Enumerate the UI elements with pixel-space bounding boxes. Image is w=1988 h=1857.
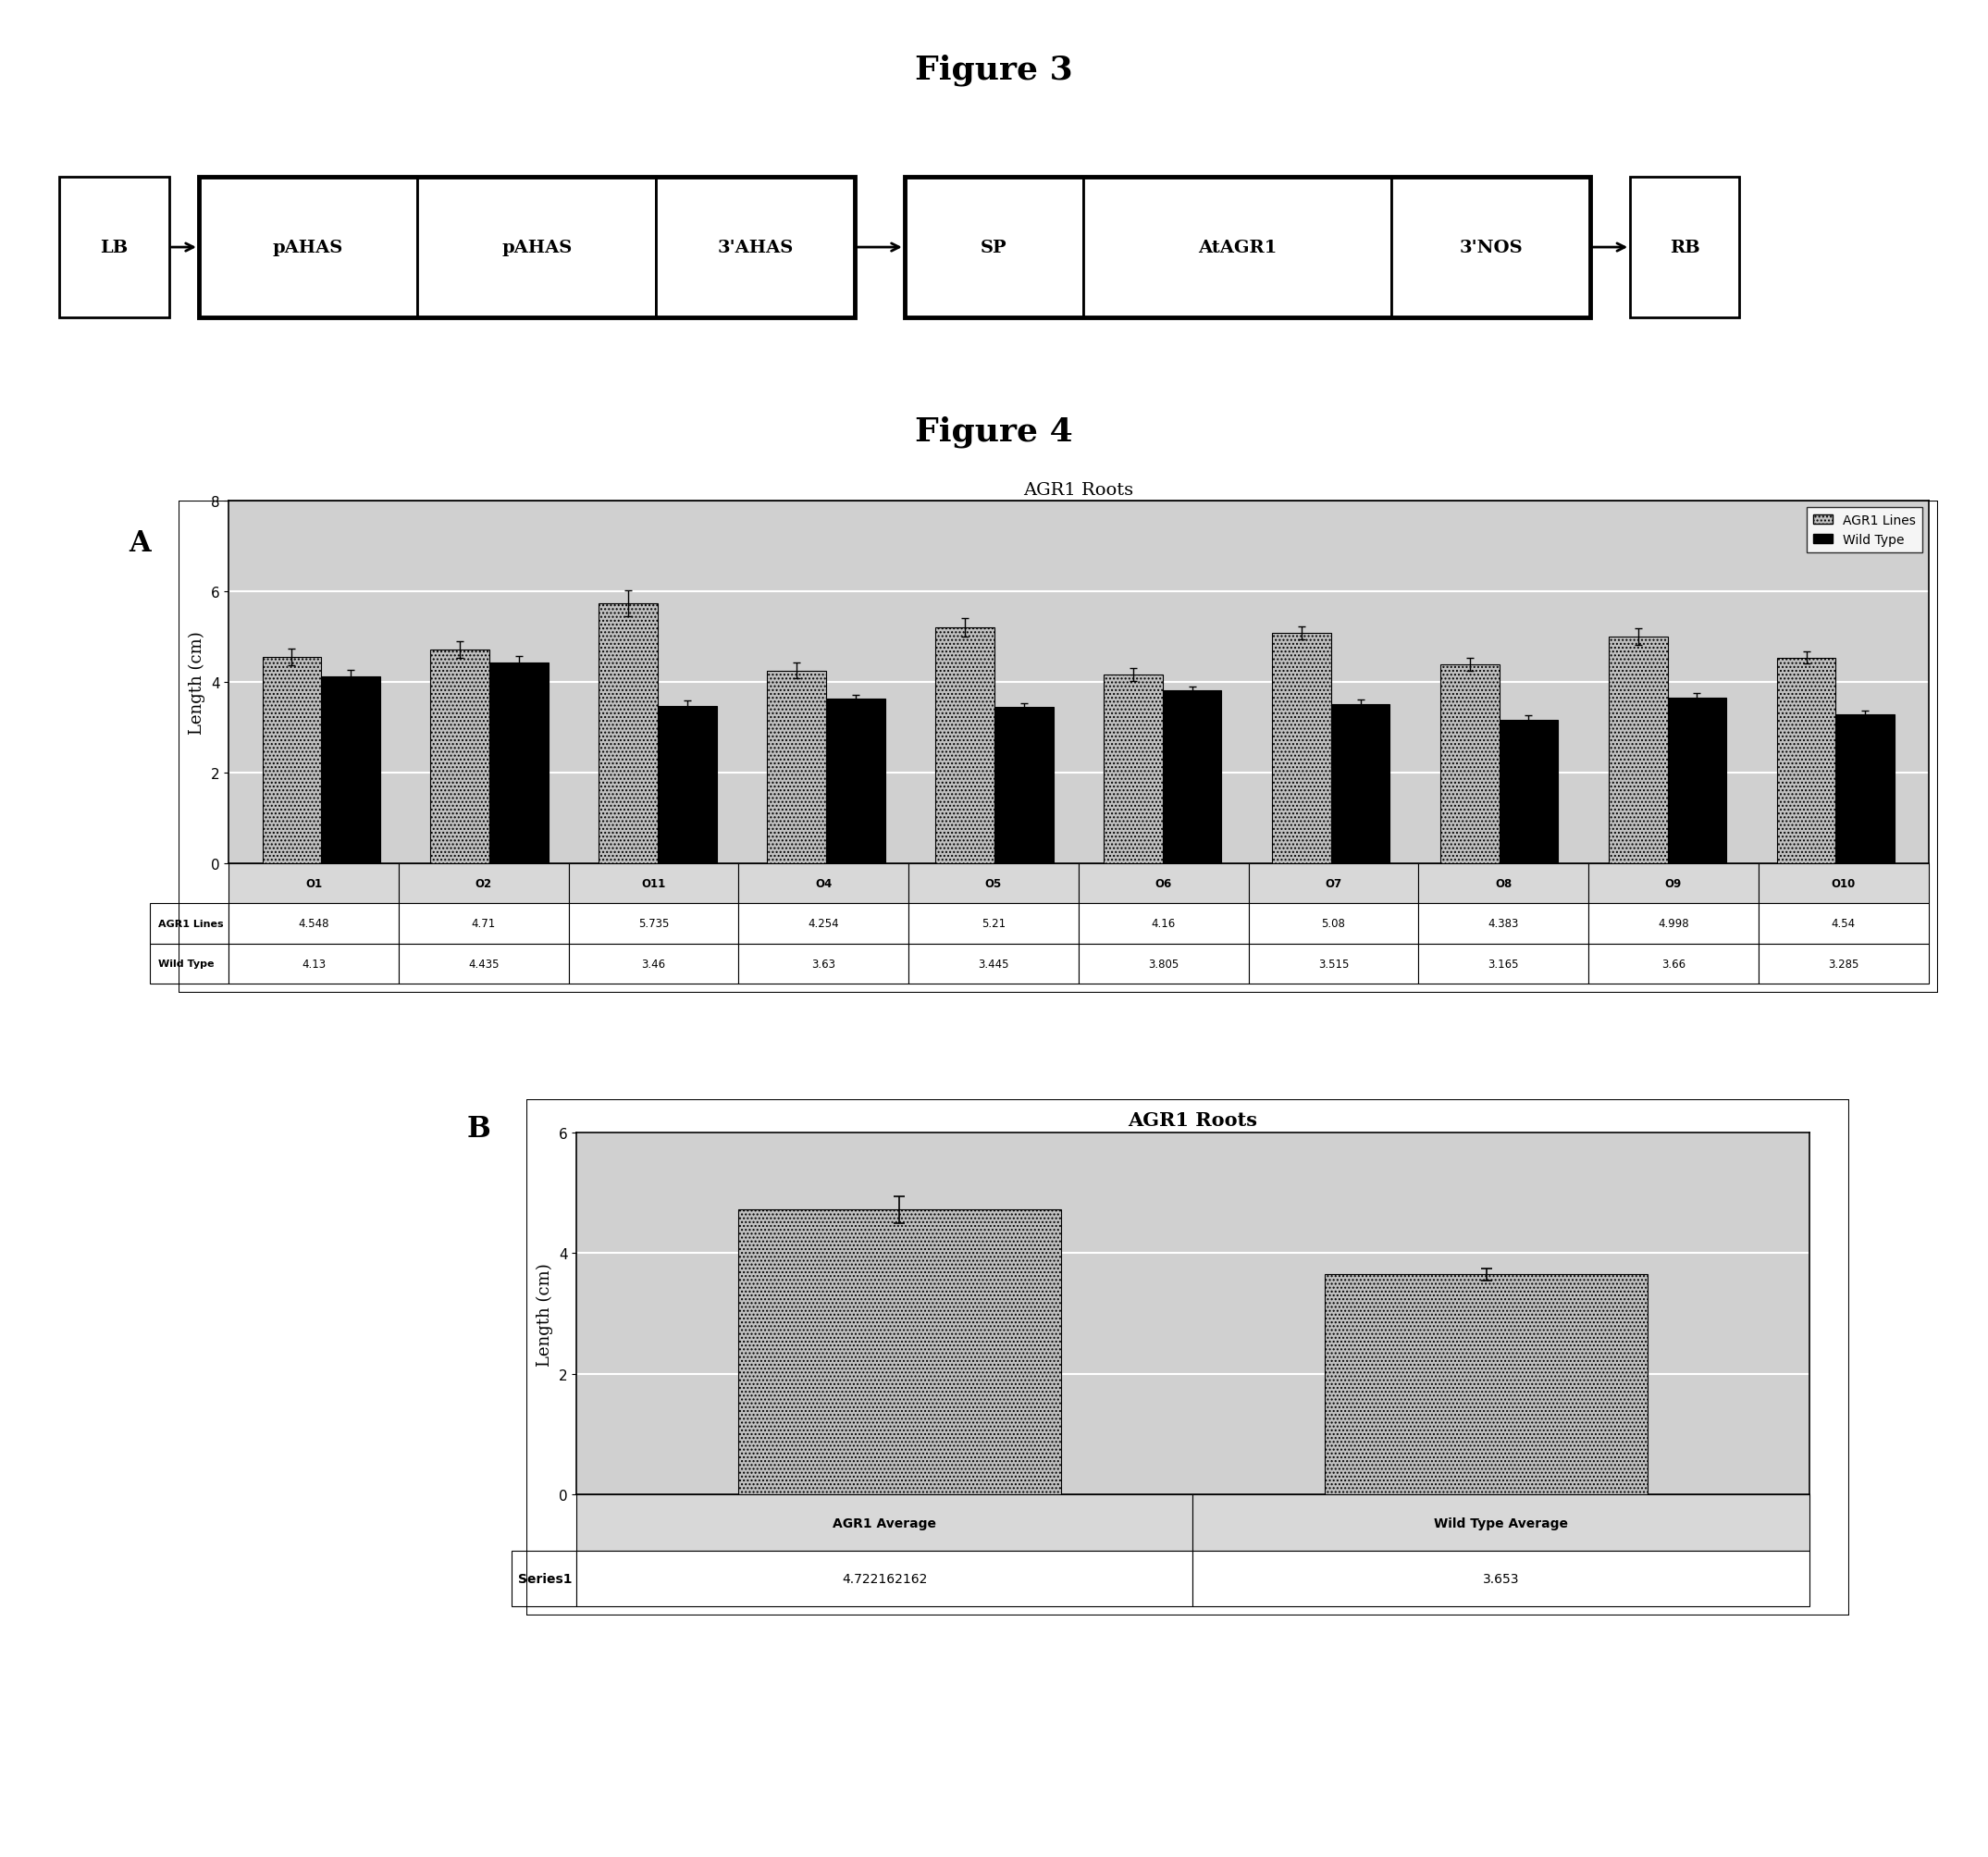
- Text: 3'AHAS: 3'AHAS: [718, 240, 793, 256]
- Bar: [994, 708, 1054, 864]
- Bar: [767, 670, 827, 864]
- Bar: [1835, 715, 1895, 864]
- Bar: [1630, 176, 1740, 318]
- Title: AGR1 Roots: AGR1 Roots: [1024, 483, 1133, 500]
- Bar: [1330, 704, 1390, 864]
- Bar: [738, 1211, 1062, 1495]
- Text: LB: LB: [99, 240, 129, 256]
- Text: Figure 3: Figure 3: [914, 54, 1074, 85]
- Bar: [1163, 691, 1221, 864]
- Y-axis label: Length (cm): Length (cm): [537, 1263, 553, 1365]
- Text: RB: RB: [1670, 240, 1700, 256]
- Bar: [905, 176, 1083, 318]
- Bar: [658, 708, 716, 864]
- Bar: [489, 663, 549, 864]
- Text: A: A: [129, 529, 151, 557]
- Text: pAHAS: pAHAS: [501, 240, 573, 256]
- Bar: [262, 657, 322, 864]
- Bar: [417, 176, 656, 318]
- Bar: [60, 176, 169, 318]
- Bar: [827, 700, 885, 864]
- Bar: [1499, 721, 1559, 864]
- Text: Figure 4: Figure 4: [914, 416, 1074, 448]
- Bar: [1272, 633, 1330, 864]
- Bar: [1608, 637, 1668, 864]
- Bar: [1083, 176, 1392, 318]
- Bar: [1668, 698, 1726, 864]
- Bar: [905, 176, 1590, 318]
- Bar: [1103, 676, 1163, 864]
- Y-axis label: Length (cm): Length (cm): [189, 631, 205, 734]
- Bar: [1441, 665, 1499, 864]
- Title: AGR1 Roots: AGR1 Roots: [1127, 1110, 1258, 1129]
- Bar: [936, 628, 994, 864]
- Bar: [199, 176, 855, 318]
- Bar: [598, 604, 658, 864]
- Bar: [656, 176, 855, 318]
- Bar: [199, 176, 417, 318]
- Bar: [1324, 1274, 1648, 1495]
- Legend: AGR1 Lines, Wild Type: AGR1 Lines, Wild Type: [1807, 507, 1922, 553]
- Bar: [322, 676, 380, 864]
- Text: B: B: [467, 1114, 491, 1142]
- Bar: [1392, 176, 1590, 318]
- Text: SP: SP: [980, 240, 1008, 256]
- Text: pAHAS: pAHAS: [272, 240, 344, 256]
- Bar: [431, 650, 489, 864]
- Text: 3'NOS: 3'NOS: [1459, 240, 1523, 256]
- Bar: [1777, 657, 1835, 864]
- Text: AtAGR1: AtAGR1: [1199, 240, 1276, 256]
